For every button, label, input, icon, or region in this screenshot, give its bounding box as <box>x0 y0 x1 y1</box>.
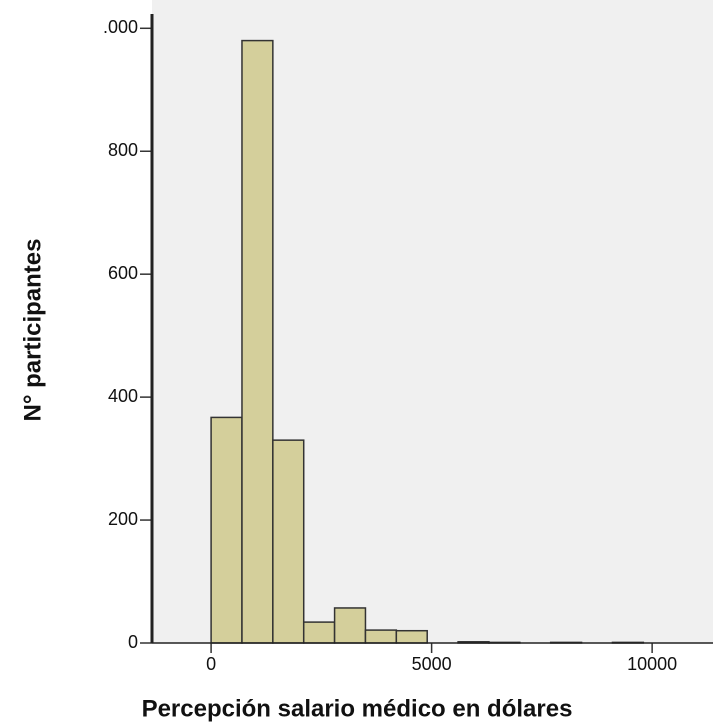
x-axis-label: Percepción salario médico en dólares <box>142 695 573 722</box>
x-tick-label: 10000 <box>627 654 677 674</box>
bar <box>302 621 336 644</box>
bar <box>364 629 398 644</box>
y-tick-label: 400 <box>108 386 138 406</box>
bar <box>395 629 428 644</box>
y-tick-label: 800 <box>108 140 138 160</box>
y-tick-label: 600 <box>108 263 138 283</box>
bar <box>333 607 367 644</box>
bar <box>241 39 274 644</box>
x-tick-label: 5000 <box>412 654 452 674</box>
y-tick-label: .000 <box>103 17 138 37</box>
y-axis-label: N° participantes <box>19 239 46 422</box>
x-tick-label: 0 <box>206 654 216 674</box>
bar <box>272 439 305 644</box>
bar <box>210 416 243 644</box>
y-tick-label: 200 <box>108 509 138 529</box>
y-tick-label: 0 <box>128 632 138 652</box>
